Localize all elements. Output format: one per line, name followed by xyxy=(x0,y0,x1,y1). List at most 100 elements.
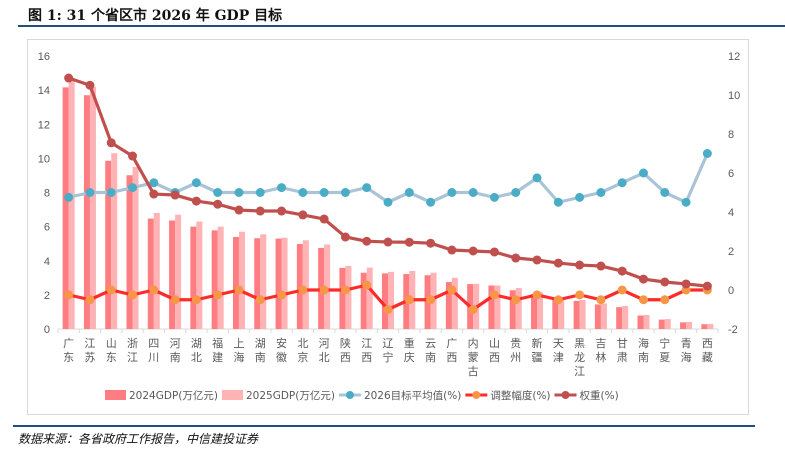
weight-line-point xyxy=(319,214,329,224)
category-label: 川 xyxy=(148,351,159,364)
target-line-point xyxy=(234,188,244,197)
bar-2024 xyxy=(680,322,687,329)
bar-2025 xyxy=(175,214,182,329)
category-label: 南 xyxy=(170,351,181,364)
category-label: 上 xyxy=(233,337,244,350)
target-line-point xyxy=(660,188,670,197)
adjustment-line-point xyxy=(128,290,138,300)
target-line-point xyxy=(447,188,457,197)
target-line-point xyxy=(426,197,436,207)
title-divider xyxy=(18,25,785,27)
adjustment-line-point xyxy=(234,285,244,295)
weight-line-point xyxy=(191,196,201,206)
adjustment-line-point xyxy=(596,295,606,305)
adjustment-line-point xyxy=(255,295,265,305)
bar-2024 xyxy=(211,230,218,329)
category-label: 海 xyxy=(233,350,244,364)
adjustment-line-point xyxy=(298,285,308,295)
bar-2024 xyxy=(552,298,559,329)
adjustment-line-point xyxy=(191,295,201,305)
target-line-point xyxy=(362,183,372,193)
category-label: 陕 xyxy=(340,336,351,350)
weight-line-point xyxy=(64,73,74,83)
bar-2025 xyxy=(68,79,75,329)
category-label: 内 xyxy=(468,336,479,350)
category-label: 西 xyxy=(489,351,500,364)
source-note: 数据来源：各省政府工作报告，中信建投证券 xyxy=(18,432,259,446)
category-label: 苏 xyxy=(84,351,95,364)
category-label: 宁 xyxy=(383,350,394,364)
bar-2024 xyxy=(105,160,112,329)
legend-label: 2025GDP(万亿元) xyxy=(246,389,335,402)
figure-title: 图 1: 31 个省区市 2026 年 GDP 目标 xyxy=(28,8,283,24)
category-label: 黑 xyxy=(574,337,585,350)
category-label: 甘 xyxy=(617,337,628,350)
category-label: 湖 xyxy=(255,337,266,350)
category-label: 南 xyxy=(425,351,436,364)
bar-2025 xyxy=(196,221,203,329)
bar-2024 xyxy=(62,87,69,330)
category-label: 南 xyxy=(255,351,266,364)
weight-line-point xyxy=(149,189,159,199)
bar-2025 xyxy=(451,277,458,329)
target-line-point xyxy=(106,188,116,197)
category-label: 福 xyxy=(212,336,223,350)
target-line-point xyxy=(149,178,159,188)
bar-2025 xyxy=(643,315,650,329)
category-label: 江 xyxy=(127,351,138,364)
legend-marker xyxy=(561,391,570,399)
right-axis-tick: 2 xyxy=(728,246,734,258)
category-label: 蒙 xyxy=(468,351,479,364)
legend-swatch xyxy=(105,390,126,400)
left-axis-tick: 2 xyxy=(44,290,50,302)
bar-2025 xyxy=(132,166,139,329)
adjustment-line-point xyxy=(64,290,74,300)
legend-marker xyxy=(345,391,354,399)
bar-2025 xyxy=(707,323,714,329)
bar-2025 xyxy=(366,267,373,329)
weight-line-point xyxy=(404,237,414,247)
bar-2025 xyxy=(153,212,160,329)
target-line-point xyxy=(255,188,265,197)
category-label: 吉 xyxy=(595,337,606,350)
category-label: 疆 xyxy=(532,351,543,364)
bar-2025 xyxy=(302,240,309,329)
bar-2024 xyxy=(190,226,197,329)
bar-2024 xyxy=(360,272,367,329)
target-line-point xyxy=(383,197,393,207)
bar-2025 xyxy=(89,86,96,330)
category-label: 东 xyxy=(63,351,74,364)
weight-line-point xyxy=(638,274,648,284)
legend-label: 权重(%) xyxy=(580,389,619,402)
right-axis-tick: 10 xyxy=(728,90,740,102)
target-line-point xyxy=(64,192,74,202)
category-label: 河 xyxy=(170,337,181,350)
target-line-point xyxy=(702,149,712,158)
adjustment-line-point xyxy=(170,295,180,305)
target-line-point xyxy=(277,183,287,193)
target-line-point xyxy=(681,197,691,207)
weight-line-point xyxy=(447,245,457,255)
weight-line-point xyxy=(234,205,244,215)
bar-2024 xyxy=(509,290,516,329)
adjustment-line-point xyxy=(319,285,329,295)
left-axis-tick: 4 xyxy=(44,256,50,268)
weight-line-point xyxy=(617,266,627,276)
category-label: 津 xyxy=(553,351,564,364)
category-label: 重 xyxy=(404,336,415,350)
bar-2024 xyxy=(275,238,282,329)
target-line-point xyxy=(340,188,350,197)
right-axis-tick: 8 xyxy=(728,129,734,141)
category-label: 古 xyxy=(468,365,479,378)
category-label: 藏 xyxy=(702,351,713,364)
weight-line-point xyxy=(362,236,372,246)
bar-2024 xyxy=(488,285,495,329)
bar-2024 xyxy=(147,218,154,329)
bar-2025 xyxy=(345,265,352,329)
category-label: 江 xyxy=(574,365,585,378)
adjustment-line-point xyxy=(149,285,159,295)
adjustment-line-point xyxy=(340,285,350,295)
target-line-point xyxy=(575,192,585,202)
category-label: 广 xyxy=(63,337,74,350)
